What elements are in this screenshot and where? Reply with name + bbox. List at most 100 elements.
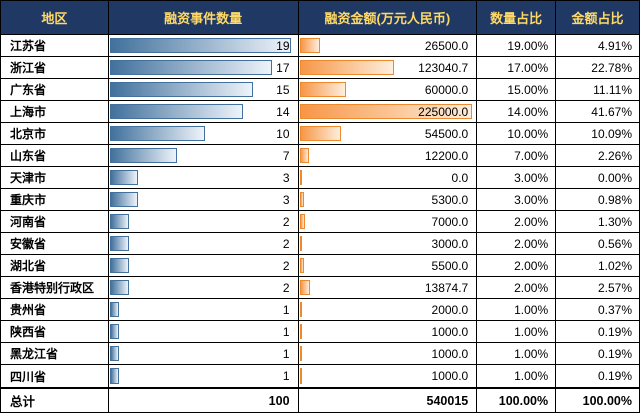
count-pct-cell: 14.00% bbox=[477, 101, 557, 122]
region-cell: 浙江省 bbox=[1, 57, 109, 78]
amount-value: 12200.0 bbox=[424, 148, 469, 163]
count-value: 3 bbox=[282, 192, 290, 207]
amount-bar bbox=[299, 214, 305, 229]
total-label: 总计 bbox=[1, 389, 109, 412]
count-pct-cell: 7.00% bbox=[477, 145, 557, 166]
count-cell: 10 bbox=[109, 123, 299, 144]
count-value: 14 bbox=[276, 104, 290, 119]
count-bar bbox=[109, 60, 272, 75]
region-cell: 上海市 bbox=[1, 101, 109, 122]
amount-value: 225000.0 bbox=[418, 104, 469, 119]
count-cell: 14 bbox=[109, 101, 299, 122]
count-value: 2 bbox=[282, 280, 290, 295]
amount-value: 54500.0 bbox=[424, 126, 469, 141]
amount-pct-cell: 0.19% bbox=[597, 369, 632, 383]
count-cell: 17 bbox=[109, 57, 299, 78]
count-value: 15 bbox=[276, 82, 290, 97]
amount-cell: 0.0 bbox=[299, 167, 478, 188]
table-row: 贵州省 1 2000.0 1.00% 0.37% bbox=[1, 299, 639, 321]
count-cell: 2 bbox=[109, 211, 299, 232]
amount-pct-cell: 4.91% bbox=[597, 38, 632, 53]
total-amount-cell: 540015 bbox=[299, 389, 478, 412]
count-bar bbox=[109, 368, 120, 384]
count-pct-cell: 3.00% bbox=[477, 189, 557, 210]
amount-bar bbox=[299, 104, 472, 119]
count-pct-cell: 1.00% bbox=[477, 299, 557, 320]
amount-pct-cell: 0.37% bbox=[597, 302, 632, 317]
region-cell: 湖北省 bbox=[1, 255, 109, 276]
amount-bar bbox=[299, 38, 320, 53]
count-bar bbox=[109, 280, 129, 295]
region-cell: 安徽省 bbox=[1, 233, 109, 254]
table-body: 江苏省 19 26500.0 19.00% 4.91% 浙江省 17 12304… bbox=[1, 35, 639, 387]
amount-bar bbox=[299, 82, 346, 97]
amount-value: 2000.0 bbox=[431, 302, 469, 317]
amount-cell: 3000.0 bbox=[299, 233, 478, 254]
amount-cell: 54500.0 bbox=[299, 123, 478, 144]
amount-bar bbox=[299, 60, 394, 75]
count-bar bbox=[109, 236, 129, 251]
count-pct-cell: 17.00% bbox=[477, 57, 557, 78]
count-bar bbox=[109, 38, 291, 53]
table-row: 广东省 15 60000.0 15.00% 11.11% bbox=[1, 79, 639, 101]
amount-cell: 26500.0 bbox=[299, 35, 478, 56]
amount-value: 5300.0 bbox=[431, 192, 469, 207]
amount-pct-cell: 0.56% bbox=[597, 236, 632, 251]
amount-bar bbox=[299, 126, 342, 141]
count-value: 7 bbox=[282, 148, 290, 163]
count-bar bbox=[109, 258, 129, 273]
region-cell: 黑龙江省 bbox=[1, 343, 109, 364]
count-value: 2 bbox=[282, 258, 290, 273]
count-bar bbox=[109, 148, 177, 163]
amount-value: 1000.0 bbox=[431, 324, 469, 339]
amount-cell: 13874.7 bbox=[299, 277, 478, 298]
count-cell: 3 bbox=[109, 189, 299, 210]
region-cell: 江苏省 bbox=[1, 35, 109, 56]
count-value: 2 bbox=[282, 214, 290, 229]
count-bar bbox=[109, 324, 120, 339]
total-count-cell: 100 bbox=[109, 389, 299, 412]
amount-cell: 5500.0 bbox=[299, 255, 478, 276]
count-pct-cell: 1.00% bbox=[477, 321, 557, 342]
amount-pct-cell: 1.02% bbox=[597, 258, 632, 273]
count-bar bbox=[109, 346, 120, 361]
amount-cell: 7000.0 bbox=[299, 211, 478, 232]
count-cell: 15 bbox=[109, 79, 299, 100]
amount-pct-cell: 2.57% bbox=[597, 280, 632, 295]
count-bar bbox=[109, 302, 120, 317]
amount-value: 1000.0 bbox=[431, 369, 469, 383]
amount-bar bbox=[299, 280, 311, 295]
count-value: 1 bbox=[282, 346, 290, 361]
table-row: 重庆市 3 5300.0 3.00% 0.98% bbox=[1, 189, 639, 211]
amount-value: 13874.7 bbox=[424, 280, 469, 295]
amount-bar bbox=[299, 170, 302, 185]
table-row: 北京市 10 54500.0 10.00% 10.09% bbox=[1, 123, 639, 145]
amount-bar bbox=[299, 346, 302, 361]
amount-bar bbox=[299, 302, 302, 317]
total-count-value: 100 bbox=[268, 393, 290, 408]
count-value: 2 bbox=[282, 236, 290, 251]
table-row: 湖北省 2 5500.0 2.00% 1.02% bbox=[1, 255, 639, 277]
count-pct-cell: 3.00% bbox=[477, 167, 557, 188]
amount-value: 0.0 bbox=[451, 170, 469, 185]
amount-pct-cell: 41.67% bbox=[591, 104, 632, 119]
amount-value: 26500.0 bbox=[424, 38, 469, 53]
amount-value: 1000.0 bbox=[431, 346, 469, 361]
table-row: 上海市 14 225000.0 14.00% 41.67% bbox=[1, 101, 639, 123]
amount-pct-cell: 0.00% bbox=[597, 170, 632, 185]
table-row: 安徽省 2 3000.0 2.00% 0.56% bbox=[1, 233, 639, 255]
table-row: 四川省 1 1000.0 1.00% 0.19% bbox=[1, 365, 639, 387]
count-pct-cell: 2.00% bbox=[477, 211, 557, 232]
count-value: 1 bbox=[282, 324, 290, 339]
amount-bar bbox=[299, 258, 304, 273]
amount-cell: 12200.0 bbox=[299, 145, 478, 166]
count-value: 3 bbox=[282, 170, 290, 185]
amount-cell: 123040.7 bbox=[299, 57, 478, 78]
count-pct-cell: 10.00% bbox=[477, 123, 557, 144]
amount-pct-cell: 11.11% bbox=[593, 82, 632, 97]
total-row: 总计 100 540015 100.00% 100.00% bbox=[1, 387, 639, 412]
amount-bar bbox=[299, 324, 302, 339]
count-bar bbox=[109, 214, 129, 229]
total-count-pct: 100.00% bbox=[477, 389, 557, 412]
count-value: 1 bbox=[282, 369, 290, 383]
